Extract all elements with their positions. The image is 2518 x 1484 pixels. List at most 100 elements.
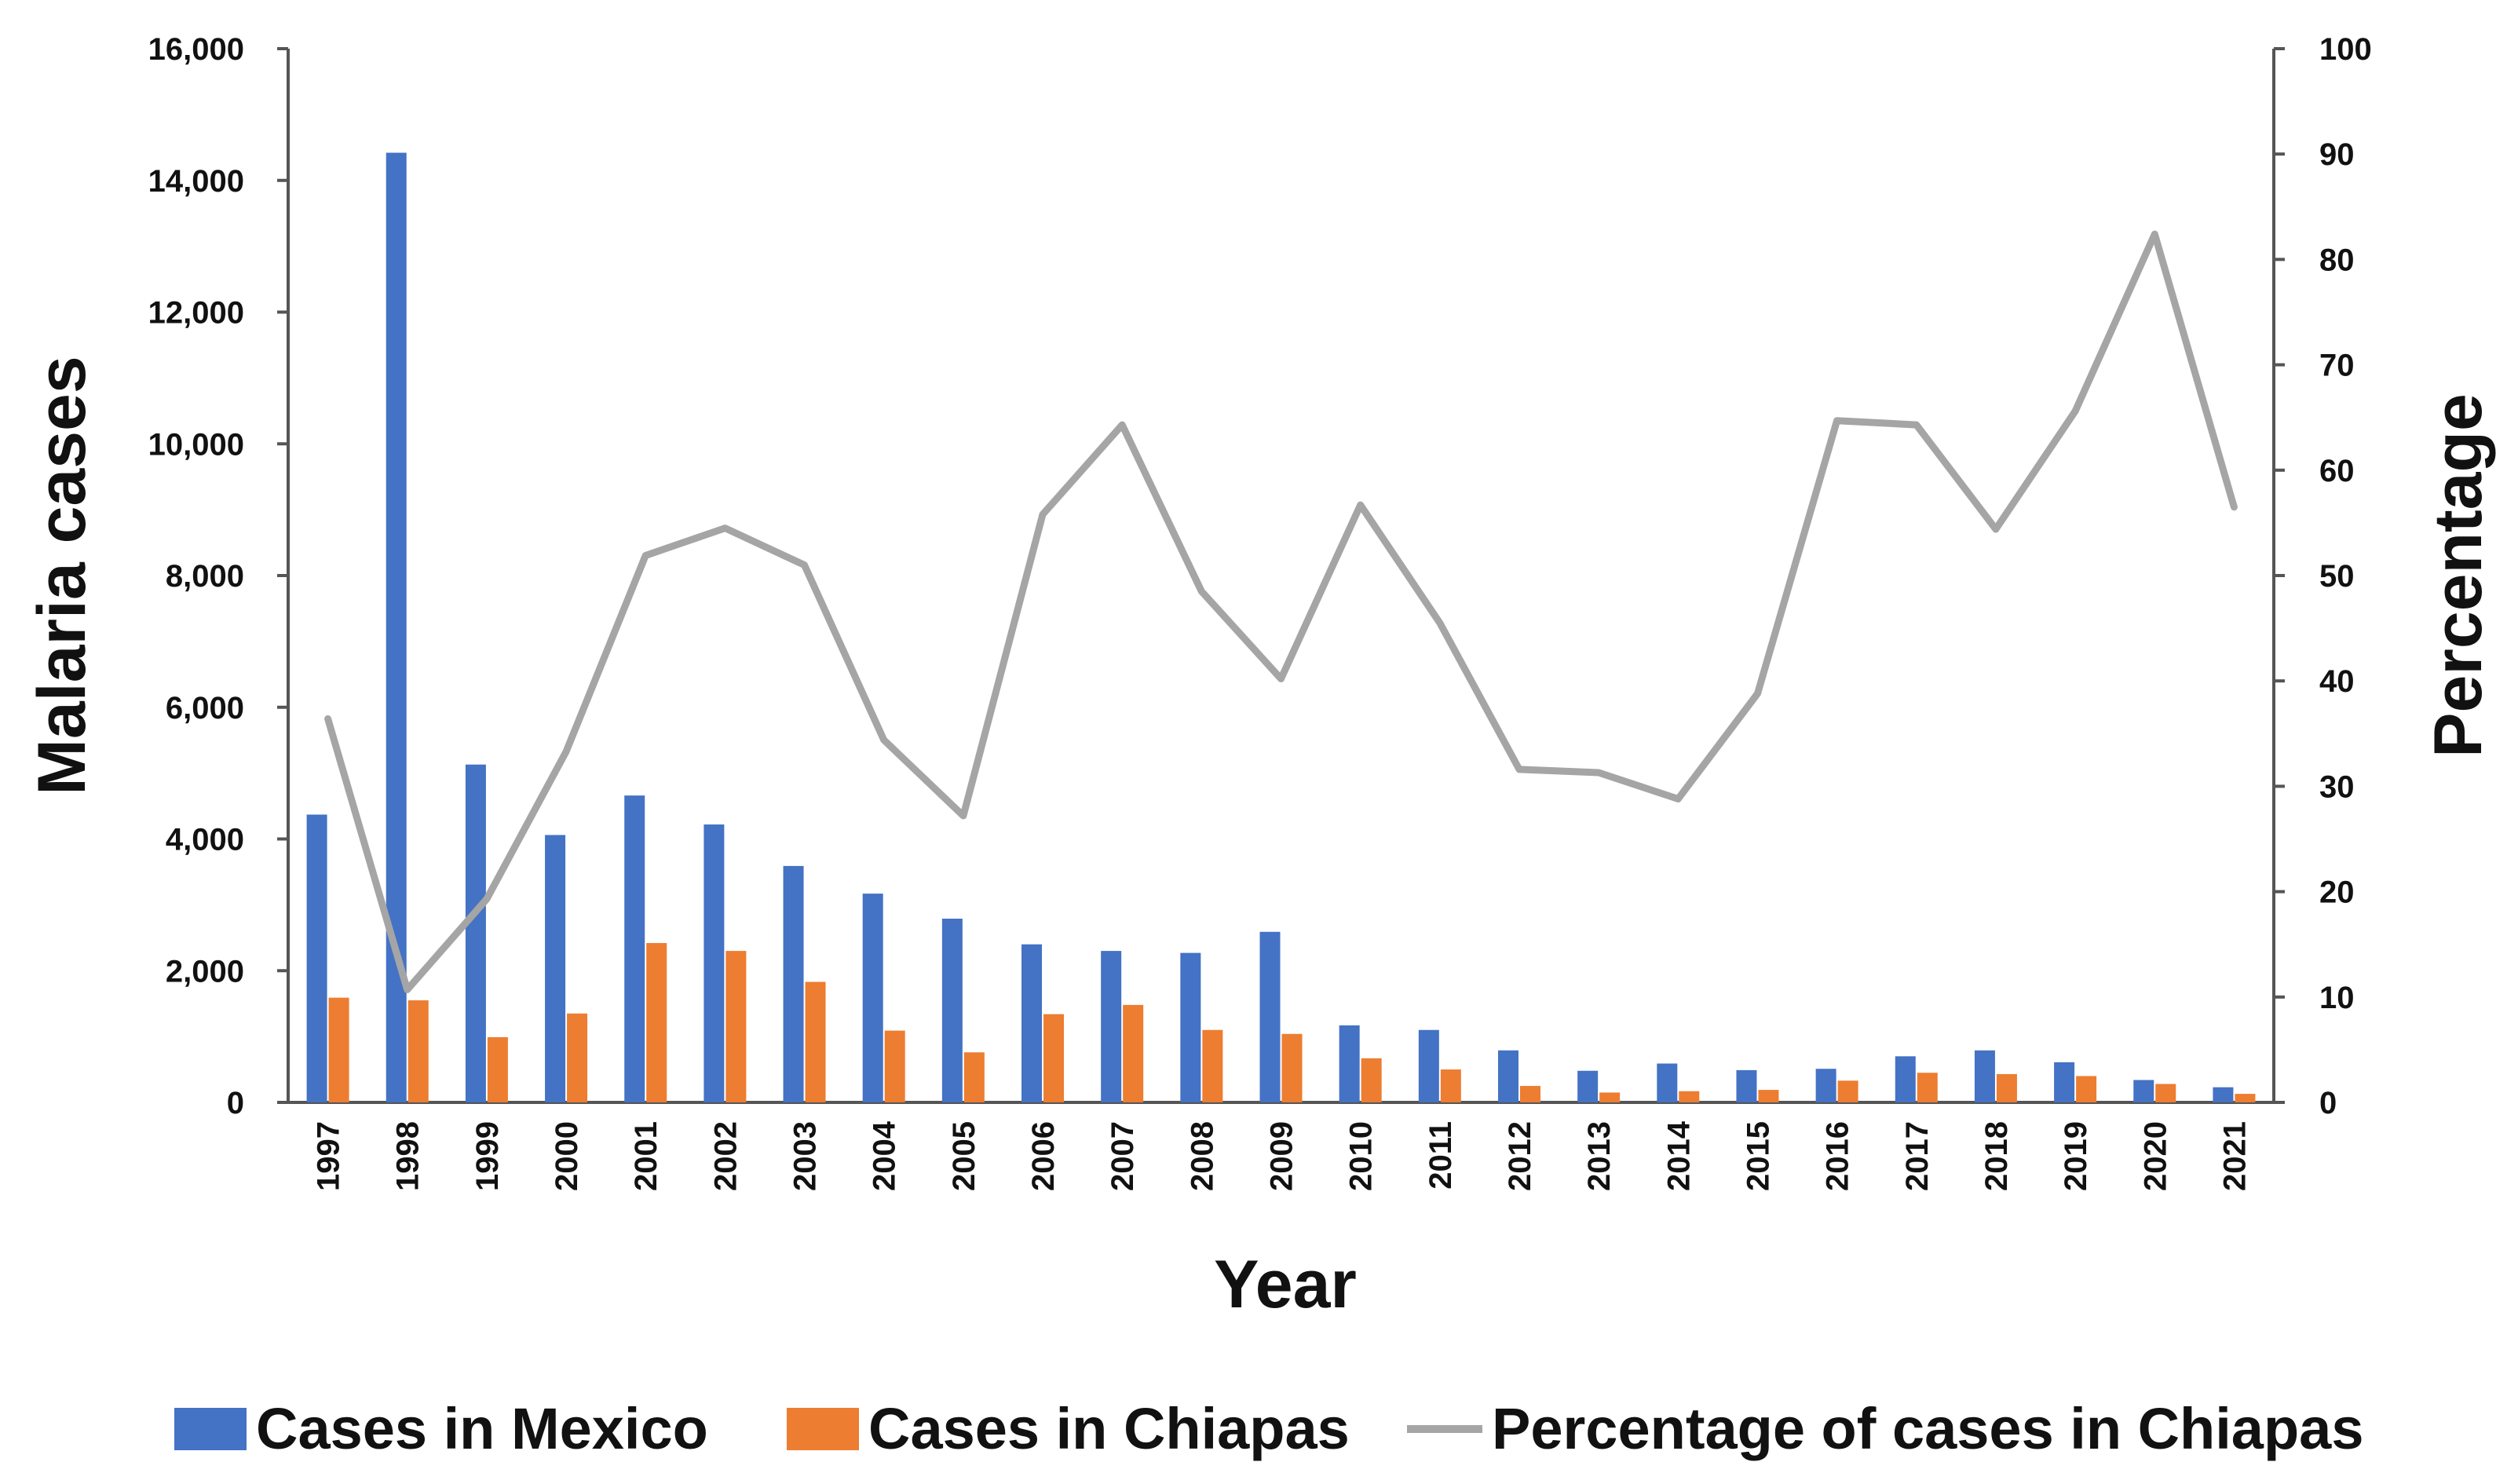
bar-mexico: [2133, 1080, 2154, 1102]
y2-axis-title: Percentage: [2421, 393, 2496, 758]
bar-mexico: [1497, 1050, 1518, 1102]
bar-mexico: [1259, 931, 1281, 1102]
bar-mexico: [1577, 1070, 1599, 1102]
x-tick-label: 2013: [1582, 1121, 1617, 1191]
y-axis-title: Malaria cases: [24, 356, 100, 795]
bar-mexico: [465, 764, 486, 1102]
bar-chiapas: [1519, 1086, 1540, 1102]
right-tick-label: 50: [2319, 559, 2355, 594]
bar-chiapas: [328, 997, 349, 1102]
bar-mexico: [1815, 1069, 1836, 1102]
left-tick-label: 2,000: [166, 954, 244, 989]
left-tick-label: 10,000: [148, 427, 244, 462]
bar-chiapas: [2235, 1094, 2256, 1102]
bar-mexico: [2054, 1062, 2075, 1102]
bar-mexico: [941, 918, 963, 1102]
bar-chiapas: [805, 981, 826, 1102]
bar-chiapas: [1917, 1073, 1938, 1102]
legend-label-mexico: Cases in Mexico: [256, 1396, 708, 1461]
left-tick-label: 6,000: [166, 691, 244, 726]
bar-mexico: [624, 795, 645, 1102]
bar-chiapas: [1996, 1073, 2017, 1102]
bar-mexico: [1418, 1029, 1439, 1102]
x-tick-labels: 1997 1998 1999 2000 2001 2002 2003 2004 2005 2006…: [312, 1120, 2253, 1191]
x-tick-label: 2002: [708, 1121, 743, 1191]
x-tick-label: 2017: [1900, 1121, 1935, 1191]
bar-mexico: [306, 814, 327, 1102]
x-tick-label: 2019: [2059, 1121, 2093, 1191]
x-tick-label: 1997: [312, 1121, 346, 1191]
bar-chiapas: [963, 1052, 985, 1102]
x-tick-label: 2016: [1821, 1121, 1855, 1191]
legend-swatch-chiapas: [787, 1408, 859, 1450]
bar-chiapas: [646, 943, 667, 1102]
x-tick-label: 2008: [1185, 1121, 1219, 1191]
left-tick-label: 12,000: [148, 296, 244, 331]
x-tick-label: 2021: [2217, 1121, 2252, 1191]
right-tick-label: 0: [2319, 1086, 2337, 1120]
bar-chiapas: [1440, 1069, 1461, 1102]
left-tick-label: 4,000: [166, 823, 244, 857]
bar-chiapas: [1837, 1080, 1858, 1102]
x-tick-label: 2000: [550, 1121, 584, 1191]
bar-series: [306, 152, 2256, 1103]
left-tick-label: 16,000: [148, 32, 244, 67]
left-tick-label: 0: [227, 1086, 244, 1120]
right-tick-label: 40: [2319, 664, 2355, 699]
legend: Cases in Mexico Cases in Chiapas Percent…: [174, 1396, 2363, 1461]
x-tick-label: 2015: [1741, 1121, 1775, 1191]
left-tick-label: 8,000: [166, 559, 244, 594]
x-tick-label: 2011: [1423, 1121, 1458, 1190]
legend-label-chiapas: Cases in Chiapas: [868, 1396, 1350, 1461]
bar-mexico: [1895, 1056, 1916, 1102]
x-tick-label: 2007: [1106, 1121, 1140, 1191]
bar-mexico: [783, 865, 804, 1102]
bar-mexico: [1180, 952, 1201, 1102]
bar-chiapas: [1679, 1091, 1700, 1102]
bar-chiapas: [1202, 1029, 1223, 1102]
right-tick-label: 60: [2319, 454, 2355, 488]
right-tick-label: 10: [2319, 981, 2355, 1015]
bar-chiapas: [725, 951, 747, 1102]
bar-chiapas: [1758, 1090, 1779, 1102]
bar-chiapas: [567, 1013, 588, 1102]
bar-chiapas: [1599, 1092, 1621, 1102]
bar-mexico: [1101, 951, 1122, 1102]
left-tick-label: 14,000: [148, 164, 244, 199]
right-tick-label: 80: [2319, 243, 2355, 277]
bar-chiapas: [884, 1030, 905, 1102]
x-tick-label: 2010: [1344, 1121, 1379, 1191]
bar-chiapas: [1123, 1004, 1144, 1102]
right-tick-label: 20: [2319, 875, 2355, 910]
bar-mexico: [1974, 1050, 1995, 1102]
right-tick-label: 90: [2319, 137, 2355, 172]
bar-chiapas: [1361, 1058, 1382, 1102]
bar-mexico: [704, 824, 725, 1102]
bar-chiapas: [1281, 1033, 1303, 1102]
right-tick-label: 100: [2319, 32, 2372, 67]
x-tick-label: 1999: [470, 1121, 505, 1191]
x-tick-label: 2009: [1265, 1121, 1299, 1191]
x-tick-label: 2005: [947, 1121, 981, 1191]
right-tick-labels: 0 10 20 30 40 50 60 70 80 90 100: [2274, 32, 2372, 1120]
line-series: [324, 230, 2238, 993]
bar-chiapas: [407, 1000, 429, 1102]
bar-chiapas: [487, 1036, 508, 1102]
bar-mexico: [1657, 1063, 1678, 1102]
bar-mexico: [1339, 1025, 1360, 1102]
x-tick-label: 2006: [1026, 1121, 1061, 1191]
bar-chiapas: [1043, 1014, 1065, 1102]
x-tick-label: 2020: [2138, 1121, 2173, 1191]
bar-mexico: [545, 835, 566, 1102]
x-tick-label: 1998: [391, 1121, 426, 1191]
x-tick-label: 2003: [788, 1121, 823, 1191]
x-tick-label: 2012: [1503, 1121, 1537, 1191]
bar-mexico: [2213, 1087, 2234, 1102]
x-tick-label: 2001: [629, 1121, 663, 1191]
x-tick-label: 2018: [1979, 1121, 2014, 1191]
x-tick-label: 2014: [1661, 1120, 1696, 1191]
bar-chiapas: [2155, 1084, 2176, 1102]
left-tick-labels: 0 2,000 4,000 6,000 8,000 10,000 12,000 14,000 1…: [148, 32, 288, 1120]
bar-chiapas: [2076, 1076, 2097, 1102]
